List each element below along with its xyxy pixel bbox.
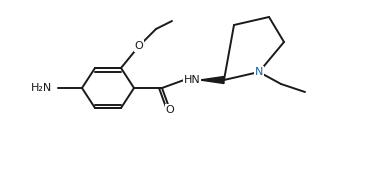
Polygon shape (200, 77, 224, 83)
Text: O: O (166, 105, 174, 115)
Text: HN: HN (184, 75, 201, 85)
Text: O: O (135, 41, 143, 51)
Text: N: N (255, 67, 263, 77)
Text: H₂N: H₂N (31, 83, 52, 93)
